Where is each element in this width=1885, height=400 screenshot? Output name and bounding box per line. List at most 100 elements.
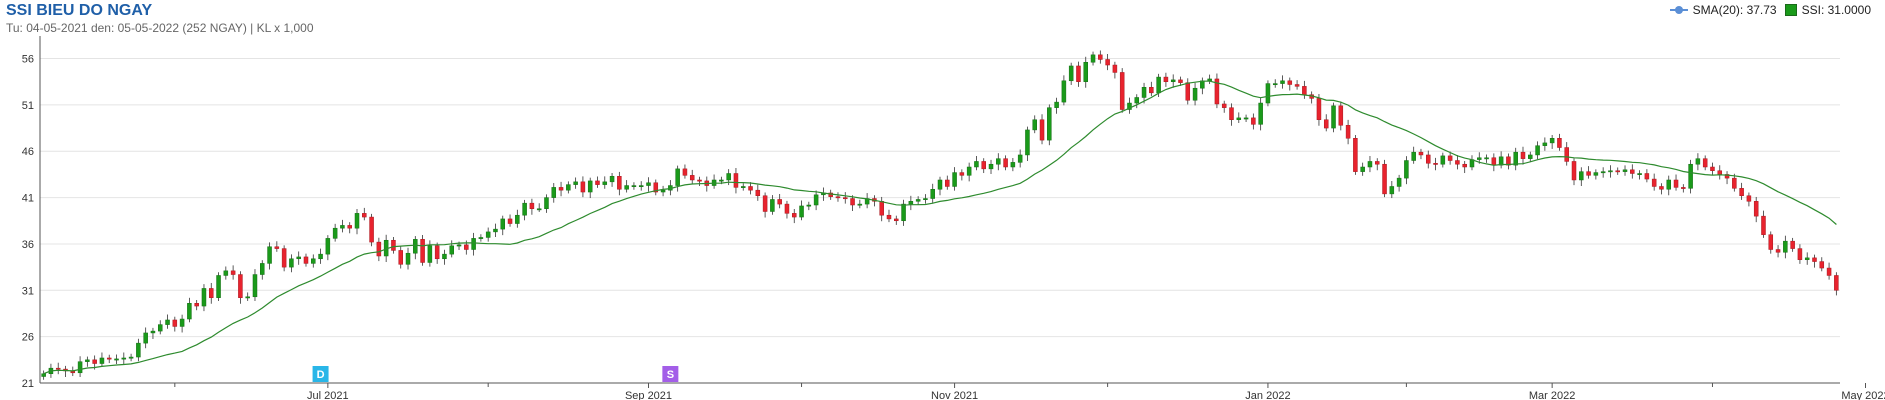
- candle-body: [1462, 163, 1467, 168]
- y-tick-label: 46: [22, 146, 34, 158]
- candle-body: [1622, 169, 1628, 172]
- candle-body: [1054, 101, 1059, 108]
- candle-body: [515, 214, 520, 224]
- candle-body: [216, 275, 221, 298]
- candle-body: [879, 201, 884, 216]
- candle-body: [55, 367, 61, 370]
- candle-body: [1695, 158, 1701, 165]
- candle-body: [522, 202, 527, 216]
- y-tick-label: 21: [22, 378, 34, 390]
- candle-body: [1447, 155, 1453, 161]
- candle-body: [1637, 173, 1642, 175]
- candle-body: [143, 332, 148, 344]
- candle-body: [1039, 119, 1045, 141]
- candle-body: [507, 218, 513, 224]
- y-tick-label: 31: [22, 285, 34, 297]
- candle-body: [638, 185, 644, 187]
- candle-body: [1032, 119, 1037, 131]
- candle-body: [1826, 267, 1832, 276]
- candle-body: [252, 274, 258, 298]
- candle-body: [609, 176, 615, 183]
- candle-body: [1768, 234, 1774, 250]
- candle-body: [566, 184, 571, 191]
- sma-line: [43, 80, 1837, 375]
- candle-body: [128, 356, 134, 359]
- candle-body: [1753, 201, 1759, 217]
- candle-body: [624, 185, 629, 190]
- candle-body: [1790, 240, 1795, 249]
- candle-body: [1557, 138, 1562, 148]
- candle-body: [1265, 83, 1271, 104]
- candle-body: [1112, 64, 1118, 73]
- candle-body: [1520, 151, 1526, 159]
- candle-body: [420, 239, 425, 263]
- candle-body: [791, 213, 797, 218]
- candle-body: [1491, 157, 1497, 166]
- candle-body: [187, 303, 192, 320]
- candle-body: [689, 175, 695, 181]
- candle-body: [1098, 54, 1103, 60]
- sma-line-icon: [1669, 5, 1688, 15]
- candle-body: [1396, 177, 1402, 187]
- candle-body: [362, 213, 367, 218]
- candle-body: [551, 187, 557, 198]
- candle-body: [660, 189, 666, 193]
- candle-body: [813, 194, 819, 206]
- candle-body: [405, 252, 411, 265]
- candle-body: [544, 197, 549, 209]
- candle-body: [434, 245, 440, 260]
- candle-body: [1141, 87, 1147, 98]
- candle-body: [1316, 98, 1322, 120]
- candle-body: [1360, 166, 1365, 172]
- candle-body: [1659, 186, 1664, 190]
- candle-body: [748, 186, 753, 191]
- candle-body: [1433, 163, 1438, 165]
- candle-body: [1294, 84, 1300, 87]
- candle-body: [1498, 156, 1504, 166]
- candle-body: [1513, 151, 1518, 166]
- candle-body: [1783, 240, 1788, 253]
- candle-body: [1272, 83, 1278, 86]
- candle-body: [981, 161, 986, 170]
- legend-ssi-label: SSI: 31.0000: [1801, 3, 1871, 17]
- candle-body: [1608, 170, 1613, 173]
- candle-body: [92, 359, 97, 364]
- candle-body: [1076, 65, 1081, 82]
- candle-body: [719, 179, 724, 182]
- candle-body: [733, 173, 739, 188]
- candle-body: [602, 181, 608, 185]
- candle-body: [150, 330, 156, 334]
- candle-body: [966, 166, 972, 176]
- candle-body: [850, 198, 855, 206]
- candle-body: [347, 225, 352, 229]
- x-tick-label: Jul 2021: [307, 390, 349, 400]
- candle-body: [1506, 156, 1511, 166]
- candle-body: [857, 203, 863, 206]
- y-tick-label: 51: [22, 100, 34, 112]
- candle-body: [1688, 163, 1693, 189]
- candle-body: [915, 199, 921, 202]
- candle-body: [1221, 103, 1227, 108]
- candle-body: [1338, 105, 1344, 126]
- candle-body: [653, 182, 659, 193]
- candle-body: [172, 319, 178, 327]
- candle-body: [1017, 154, 1023, 163]
- candle-body: [1426, 154, 1431, 164]
- candle-body: [1258, 102, 1263, 125]
- chart-title: SSI BIEU DO NGAY: [6, 2, 153, 19]
- candle-body: [1353, 138, 1358, 172]
- candle-body: [456, 244, 462, 247]
- candle-body: [1477, 157, 1482, 160]
- candle-body: [1192, 87, 1198, 101]
- candle-body: [1710, 166, 1715, 171]
- candle-body: [1156, 76, 1161, 94]
- candle-body: [886, 214, 892, 220]
- candle-body: [267, 246, 272, 264]
- candle-body: [376, 241, 382, 257]
- candle-body: [1564, 147, 1569, 162]
- candle-body: [136, 342, 141, 358]
- candle-body: [1025, 129, 1030, 156]
- candle-body: [580, 181, 586, 193]
- candle-body: [1724, 174, 1730, 179]
